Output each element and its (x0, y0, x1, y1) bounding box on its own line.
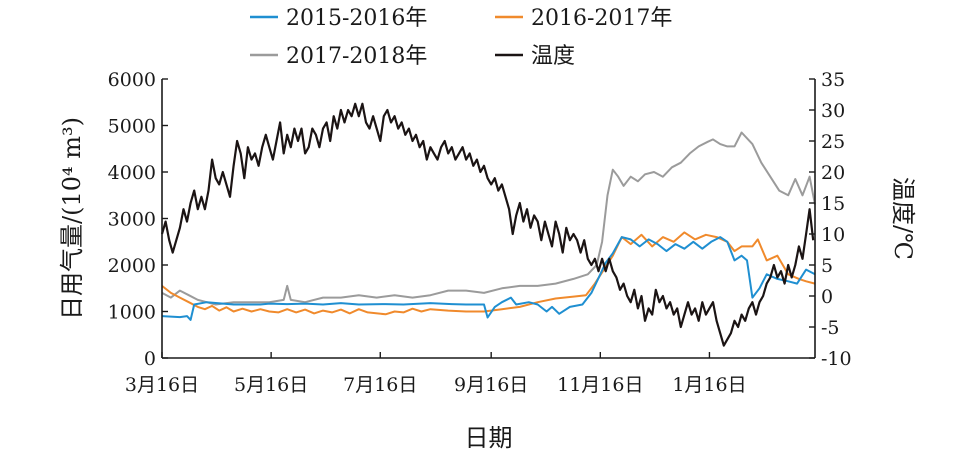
right-y-tick-label: 30 (821, 100, 845, 122)
x-tick-label: 5月16日 (234, 374, 308, 396)
x-axis-title: 日期 (465, 424, 513, 452)
left-y-tick-label: 6000 (108, 69, 156, 91)
legend-label-3: 温度 (531, 44, 575, 69)
left-y-tick-label: 3000 (108, 209, 156, 231)
series-line-0 (161, 236, 816, 321)
legend-label-0: 2015-2016年 (286, 6, 427, 31)
x-tick-label: 1月16日 (672, 374, 746, 396)
right-y-tick-label: 25 (821, 131, 845, 153)
right-y-tick-label: 0 (821, 286, 833, 308)
right-y-tick-label: 35 (821, 69, 845, 91)
series-line-3 (160, 102, 815, 347)
right-y-tick-label: 15 (821, 193, 845, 215)
plot-series (160, 102, 816, 347)
right-y-tick-label: -5 (821, 317, 840, 339)
series-line-2 (161, 131, 816, 306)
left-y-tick-label: 5000 (108, 116, 156, 138)
legend: 2015-2016年 2016-2017年 2017-2018年 温度 (250, 6, 672, 69)
plot-axes (161, 78, 816, 359)
right-y-tick-label: 10 (821, 224, 845, 246)
x-tick-label: 9月16日 (454, 374, 528, 396)
right-y-tick-label: 5 (821, 255, 833, 277)
x-tick-label: 11月16日 (557, 374, 643, 396)
left-y-tick-label: 2000 (108, 255, 156, 277)
left-y-tick-label: 0 (144, 348, 156, 370)
right-y-tick-label: 20 (821, 162, 845, 184)
left-y-axis-title: 日用气量/(10⁴ m³) (58, 117, 86, 320)
right-y-tick-label: -10 (821, 348, 852, 370)
legend-label-1: 2016-2017年 (531, 6, 672, 31)
right-y-axis-title: 温度/℃ (889, 177, 917, 260)
x-tick-label: 7月16日 (343, 374, 417, 396)
left-y-tick-label: 4000 (108, 162, 156, 184)
legend-label-2: 2017-2018年 (286, 44, 427, 69)
x-tick-label: 3月16日 (125, 374, 199, 396)
tick-labels: 0 1000 2000 3000 4000 5000 6000 -10 -5 0 5 10 15 20 25… (108, 69, 852, 396)
left-y-tick-label: 1000 (108, 302, 156, 324)
